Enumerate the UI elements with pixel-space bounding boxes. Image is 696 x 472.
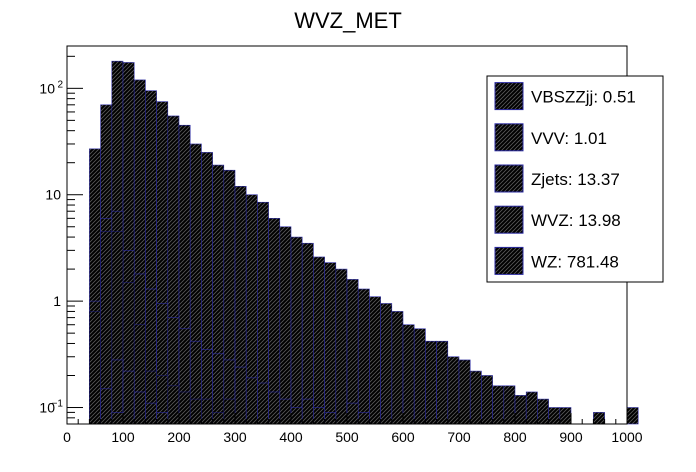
bar-wvz-340: [257, 382, 269, 425]
x-tick-label-0: 0: [63, 429, 71, 445]
bar-wvz-380: [279, 398, 292, 425]
legend-label-2: Zjets: 13.37: [531, 170, 620, 189]
legend: VBSZZjj: 0.51 VVV: 1.01 Zjets: 13.37 WVZ: 1…: [486, 75, 664, 283]
bar-zjets-240: [201, 398, 213, 425]
bar-vvv-60: [100, 388, 113, 425]
bar-vvv-140: [145, 402, 157, 425]
bar-wz-540: [369, 296, 381, 425]
bar-wz-840: [537, 398, 549, 425]
bar-wz-820: [525, 391, 538, 425]
bar-wvz-400: [290, 407, 303, 425]
bar-wz-500: [346, 279, 359, 425]
y-tick-exponent: −1: [52, 399, 64, 410]
x-tick-label-400: 400: [279, 429, 303, 445]
legend-swatch-3: [494, 205, 524, 234]
bar-wz-580: [391, 311, 404, 425]
bar-wz-680: [447, 356, 460, 425]
bar-wz-880: [559, 407, 572, 425]
bar-vbszzjj-80: [111, 412, 124, 425]
bar-wz-1000: [626, 407, 639, 425]
legend-label-0: VBSZZjj: 0.51: [531, 88, 636, 107]
x-tick-label-800: 800: [503, 429, 527, 445]
bar-zjets-180: [167, 385, 180, 425]
bar-wz-860: [548, 407, 561, 425]
legend-swatch-2: [494, 164, 524, 193]
bar-wz-480: [335, 268, 348, 425]
bar-wvz-320: [245, 377, 258, 425]
y-tick-label-1: 1: [53, 293, 61, 309]
x-tick-label-1000: 1000: [611, 429, 642, 445]
bar-vvv-120: [133, 391, 146, 425]
legend-swatch-1: [494, 123, 524, 152]
bar-wz-520: [357, 288, 370, 425]
bar-wz-640: [425, 340, 437, 425]
x-tick-label-900: 900: [559, 429, 583, 445]
bar-wz-940: [593, 412, 605, 425]
bar-wz-660: [436, 340, 449, 425]
y-tick-exponent: 2: [57, 79, 63, 90]
x-tick-label-600: 600: [391, 429, 415, 445]
bar-wz-780: [503, 385, 516, 425]
chart-title: WVZ_MET: [294, 8, 402, 33]
bar-wvz-300: [234, 366, 247, 425]
x-tick-label-100: 100: [111, 429, 135, 445]
histogram-bars: [89, 60, 639, 425]
series-vvv: [100, 359, 169, 425]
bar-zjets-260: [212, 412, 225, 425]
axes: 0 100 200 300 400 500 600 700 800 900 100010−11101…: [39, 55, 643, 445]
bar-zjets-200: [178, 391, 191, 425]
bar-vvv-100: [122, 370, 135, 425]
bar-wvz-440: [313, 407, 325, 425]
bar-wz-700: [458, 359, 471, 425]
bar-wz-800: [514, 395, 527, 425]
x-tick-label-700: 700: [447, 429, 471, 445]
bar-zjets-220: [189, 398, 202, 425]
bar-wvz-360: [268, 391, 281, 425]
bar-wz-600: [402, 324, 415, 425]
bar-wz-420: [301, 242, 314, 425]
legend-label-4: WZ: 781.48: [531, 252, 619, 271]
y-tick-label-100: 10: [39, 80, 55, 96]
y-tick-label-10: 10: [45, 187, 61, 203]
bar-zjets-40: [89, 311, 101, 425]
bar-wz-620: [413, 328, 426, 425]
x-tick-label-500: 500: [335, 429, 359, 445]
bar-zjets-280: [223, 398, 236, 425]
y-tick-label-0.1: 10: [39, 400, 55, 416]
bar-wz-400: [290, 236, 303, 425]
legend-label-3: WVZ: 13.98: [531, 211, 621, 230]
bar-wz-760: [492, 385, 505, 425]
bar-wvz-420: [301, 398, 314, 425]
bar-wvz-460: [324, 412, 337, 425]
bar-vvv-160: [156, 412, 169, 425]
bar-wvz-520: [357, 412, 370, 425]
series-vbszzjj: [111, 412, 124, 425]
bar-wz-720: [469, 370, 482, 425]
legend-swatch-0: [494, 82, 524, 111]
bar-wz-380: [279, 226, 292, 425]
x-tick-label-200: 200: [167, 429, 191, 445]
bar-wvz-500: [346, 402, 359, 425]
bar-wz-460: [324, 262, 337, 425]
bar-wz-440: [313, 256, 325, 425]
legend-label-1: VVV: 1.01: [531, 129, 607, 148]
bar-wz-740: [481, 375, 493, 425]
series-wz: [89, 60, 639, 425]
bar-wz-560: [380, 303, 393, 425]
legend-swatch-4: [494, 246, 524, 275]
x-tick-label-300: 300: [223, 429, 247, 445]
